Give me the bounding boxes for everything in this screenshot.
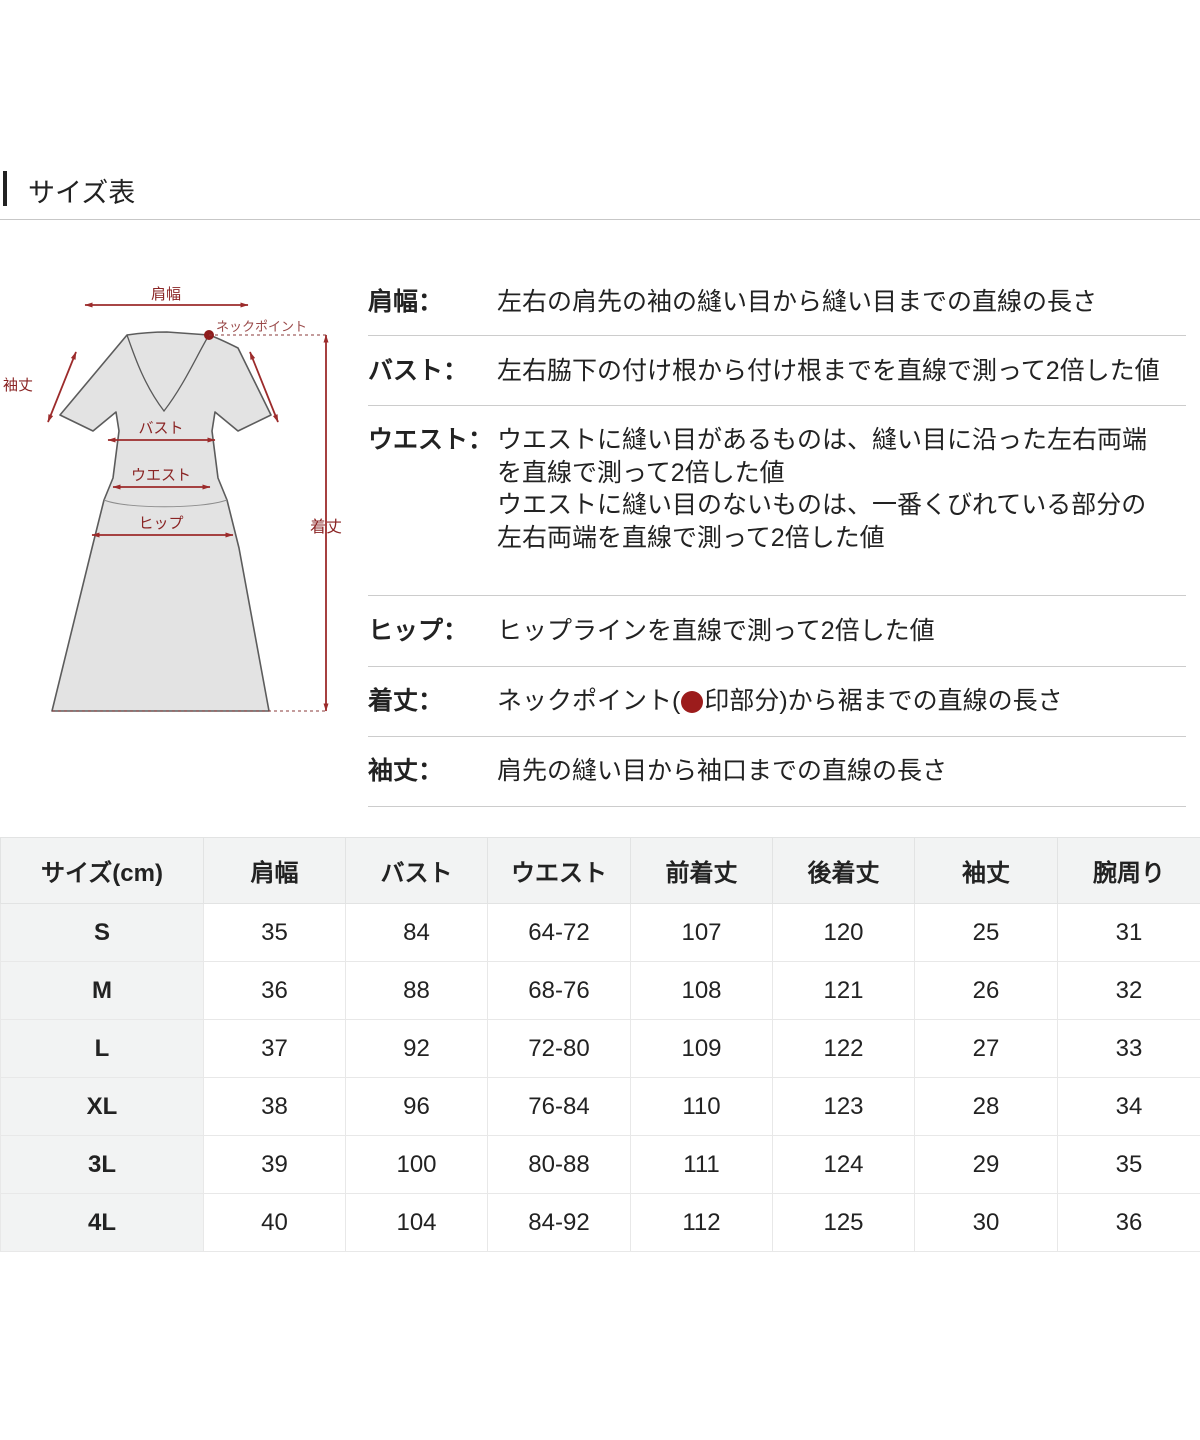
svg-text:着丈: 着丈 <box>310 518 342 536</box>
svg-text:袖丈: 袖丈 <box>3 377 33 394</box>
svg-text:バスト: バスト <box>138 420 183 437</box>
svg-text:ネックポイント: ネックポイント <box>216 319 307 334</box>
svg-text:ウエスト: ウエスト <box>131 467 191 484</box>
svg-text:ヒップ: ヒップ <box>138 515 183 532</box>
svg-text:肩幅: 肩幅 <box>151 286 181 303</box>
